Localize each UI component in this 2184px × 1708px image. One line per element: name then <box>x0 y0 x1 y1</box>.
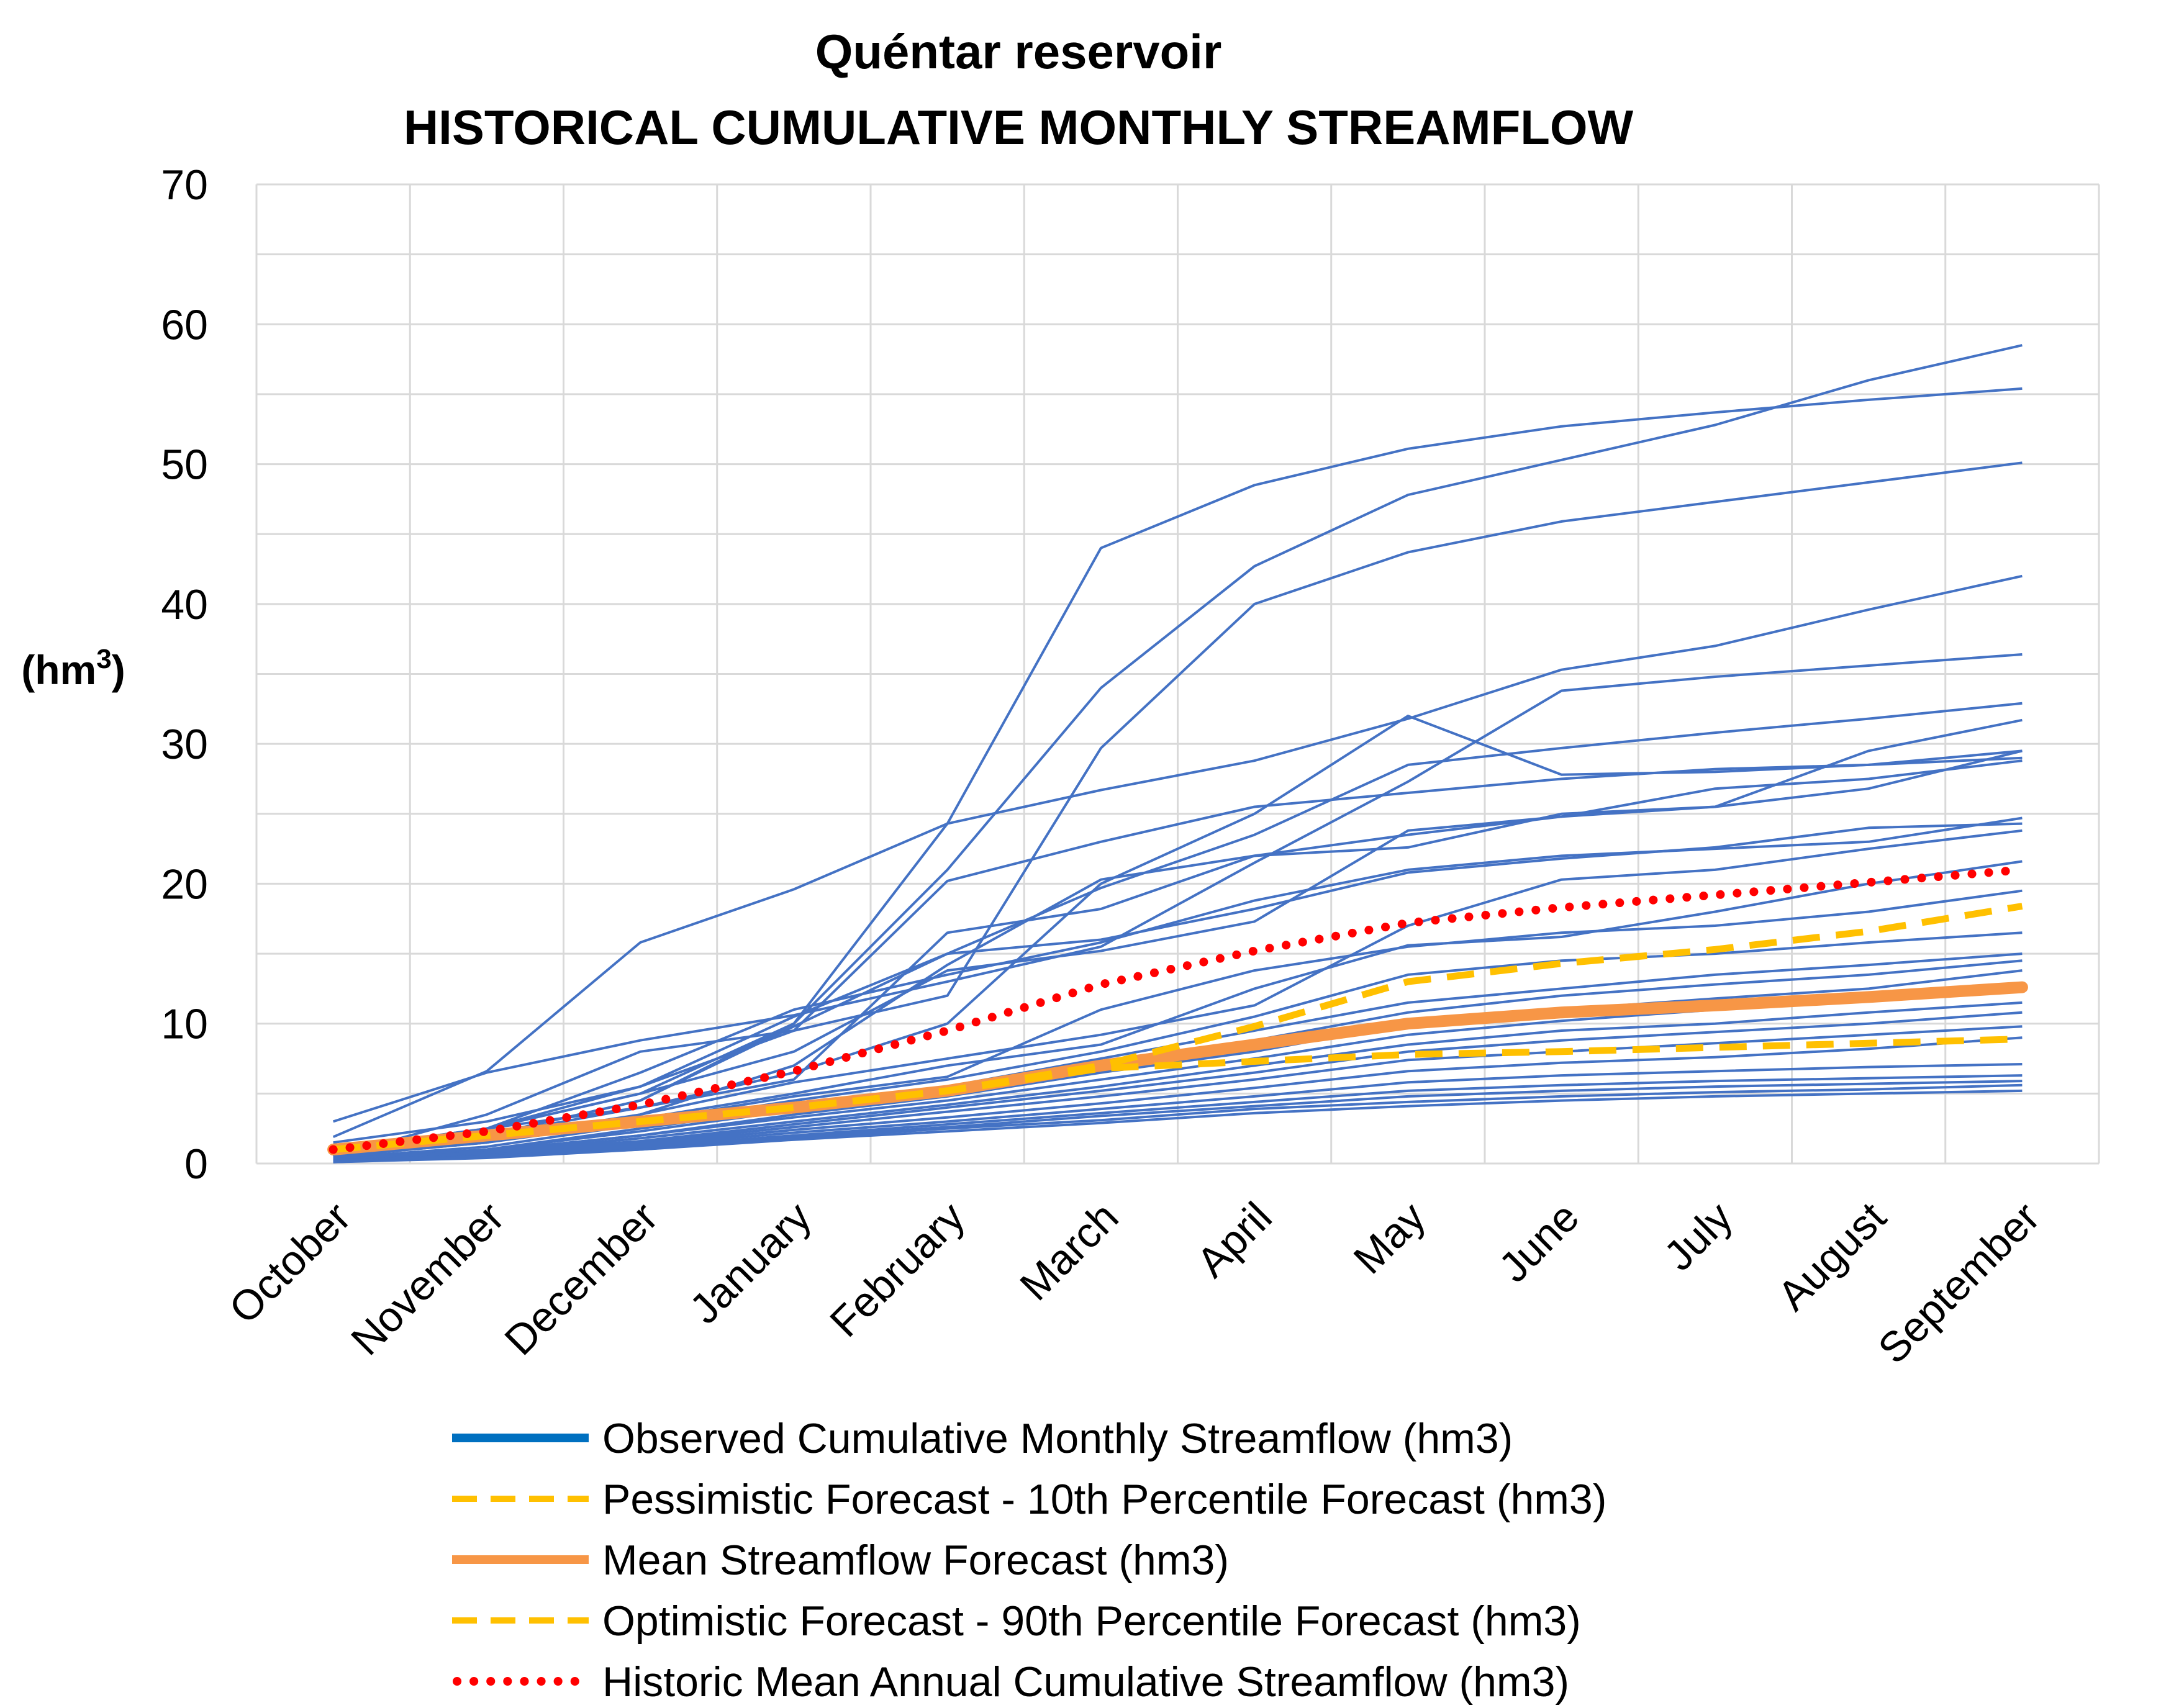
observed-series-line <box>333 1089 2023 1164</box>
observed-series-line <box>332 653 2023 1123</box>
y-axis-label-close: ) <box>112 647 125 693</box>
gridlines <box>255 183 2100 1165</box>
legend: Observed Cumulative Monthly Streamflow (… <box>452 1415 1606 1706</box>
y-tick-label: 60 <box>161 301 208 348</box>
observed-series-line <box>332 574 2023 1139</box>
observed-series-line <box>333 749 2023 1154</box>
y-tick-labels: 0 10 20 30 40 50 60 70 <box>161 161 208 1188</box>
y-axis-label: (hm3) <box>21 644 125 693</box>
observed-series-line <box>333 1001 2023 1161</box>
observed-series-line <box>333 1011 2023 1162</box>
forecast-series-line <box>333 903 2023 1153</box>
forecast-series-line <box>329 865 2027 1154</box>
observed-series-line <box>333 702 2023 1144</box>
y-tick-label: 10 <box>161 1001 208 1048</box>
legend-label: Pessimistic Forecast - 10th Percentile F… <box>602 1476 1606 1523</box>
y-tick-label: 50 <box>161 441 208 489</box>
y-tick-label: 20 <box>161 861 208 908</box>
y-axis-label-main: (hm <box>21 647 96 693</box>
legend-label: Historic Mean Annual Cumulative Streamfl… <box>602 1658 1569 1706</box>
observed-series-line <box>333 1025 2023 1162</box>
legend-label: Observed Cumulative Monthly Streamflow (… <box>602 1415 1513 1462</box>
y-tick-label: 30 <box>161 721 208 768</box>
y-axis-label-sup: 3 <box>96 644 111 674</box>
observed-series-line <box>333 749 2023 1158</box>
y-tick-label: 0 <box>184 1141 208 1188</box>
forecast-series-group <box>327 865 2028 1155</box>
chart-subtitle: HISTORICAL CUMULATIVE MONTHLY STREAMFLOW <box>404 100 1634 155</box>
legend-label: Mean Streamflow Forecast (hm3) <box>602 1537 1229 1584</box>
chart-title: Quéntar reservoir <box>815 24 1222 79</box>
observed-series-line <box>333 816 2023 1158</box>
observed-series-line <box>333 1063 2023 1162</box>
y-tick-label: 40 <box>161 581 208 628</box>
legend-label: Optimistic Forecast - 90th Percentile Fo… <box>602 1597 1581 1645</box>
y-tick-label: 70 <box>161 161 208 209</box>
